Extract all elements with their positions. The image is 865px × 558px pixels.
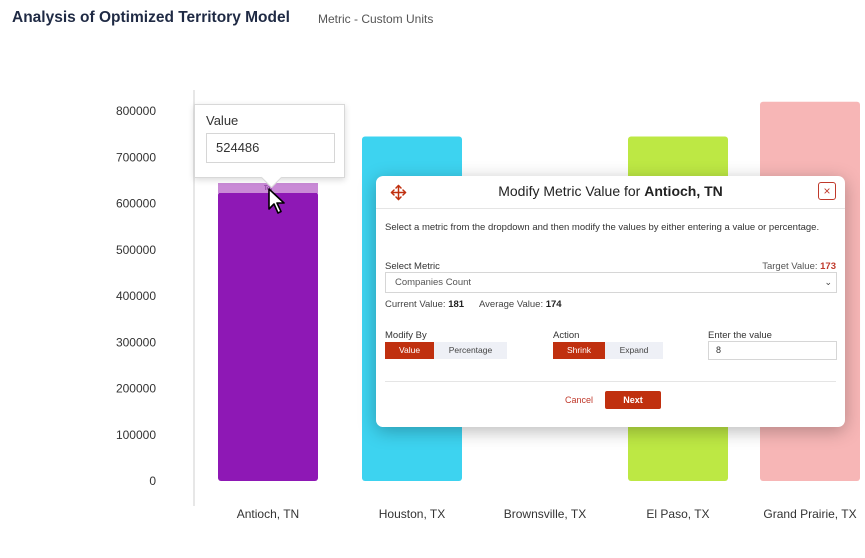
action-shrink-button[interactable]: Shrink: [553, 342, 605, 359]
y-tick-label: 700000: [116, 150, 156, 164]
metric-select-value: Companies Count: [395, 277, 472, 288]
y-tick-label: 300000: [116, 335, 156, 349]
average-value: Average Value: 174: [479, 299, 562, 310]
dialog-header: Modify Metric Value for Antioch, TN ×: [376, 176, 845, 209]
dialog-title: Modify Metric Value for Antioch, TN: [376, 183, 845, 199]
move-icon[interactable]: [390, 184, 407, 201]
enter-value-input[interactable]: 8: [708, 341, 837, 360]
modify-by-label: Modify By: [385, 330, 427, 341]
y-tick-label: 800000: [116, 104, 156, 118]
value-input[interactable]: 524486: [206, 133, 335, 163]
close-icon[interactable]: ×: [818, 182, 836, 200]
x-tick-label: El Paso, TX: [646, 507, 709, 521]
page-subtitle: Metric - Custom Units: [318, 12, 434, 26]
x-tick-label: Antioch, TN: [237, 507, 299, 521]
y-tick-label: 100000: [116, 428, 156, 442]
dialog-divider: [385, 381, 836, 382]
metric-select[interactable]: Companies Count ⌄: [385, 272, 837, 293]
dialog-title-entity: Antioch, TN: [644, 183, 723, 199]
action-expand-button[interactable]: Expand: [605, 342, 663, 359]
bar-highlight-label: Tot: [264, 186, 272, 192]
x-tick-label: Houston, TX: [379, 507, 445, 521]
y-tick-label: 0: [149, 474, 156, 488]
y-tick-label: 600000: [116, 197, 156, 211]
dialog-instructions: Select a metric from the dropdown and th…: [385, 222, 820, 233]
enter-value-label: Enter the value: [708, 330, 772, 341]
next-button[interactable]: Next: [605, 391, 661, 409]
modify-by-percentage-button[interactable]: Percentage: [434, 342, 507, 359]
dialog-title-prefix: Modify Metric Value for: [498, 183, 645, 199]
current-value-number: 181: [448, 299, 465, 310]
cancel-button[interactable]: Cancel: [565, 395, 594, 405]
bar-edit-highlight: [218, 183, 318, 193]
y-tick-label: 200000: [116, 382, 156, 396]
average-value-label: Average Value:: [479, 299, 544, 310]
x-tick-label: Grand Prairie, TX: [763, 507, 856, 521]
current-value-label: Current Value:: [385, 299, 446, 310]
value-popup: Value 524486: [194, 104, 345, 178]
chevron-down-icon: ⌄: [824, 277, 832, 287]
mouse-cursor-icon: [268, 188, 285, 214]
target-value: Target Value: 173: [762, 261, 836, 272]
bar[interactable]: [218, 191, 318, 481]
x-tick-label: Brownsville, TX: [504, 507, 586, 521]
select-metric-label: Select Metric: [385, 261, 440, 272]
modify-metric-dialog: Modify Metric Value for Antioch, TN × Se…: [376, 176, 845, 427]
current-value: Current Value: 181: [385, 299, 464, 310]
y-tick-label: 400000: [116, 289, 156, 303]
y-tick-label: 500000: [116, 243, 156, 257]
average-value-number: 174: [545, 299, 562, 310]
value-popup-label: Value: [206, 113, 239, 128]
action-label: Action: [553, 330, 580, 341]
target-value-label: Target Value:: [762, 261, 818, 272]
page-title: Analysis of Optimized Territory Model: [12, 9, 290, 26]
target-value-number: 173: [820, 261, 836, 272]
modify-by-value-button[interactable]: Value: [385, 342, 434, 359]
